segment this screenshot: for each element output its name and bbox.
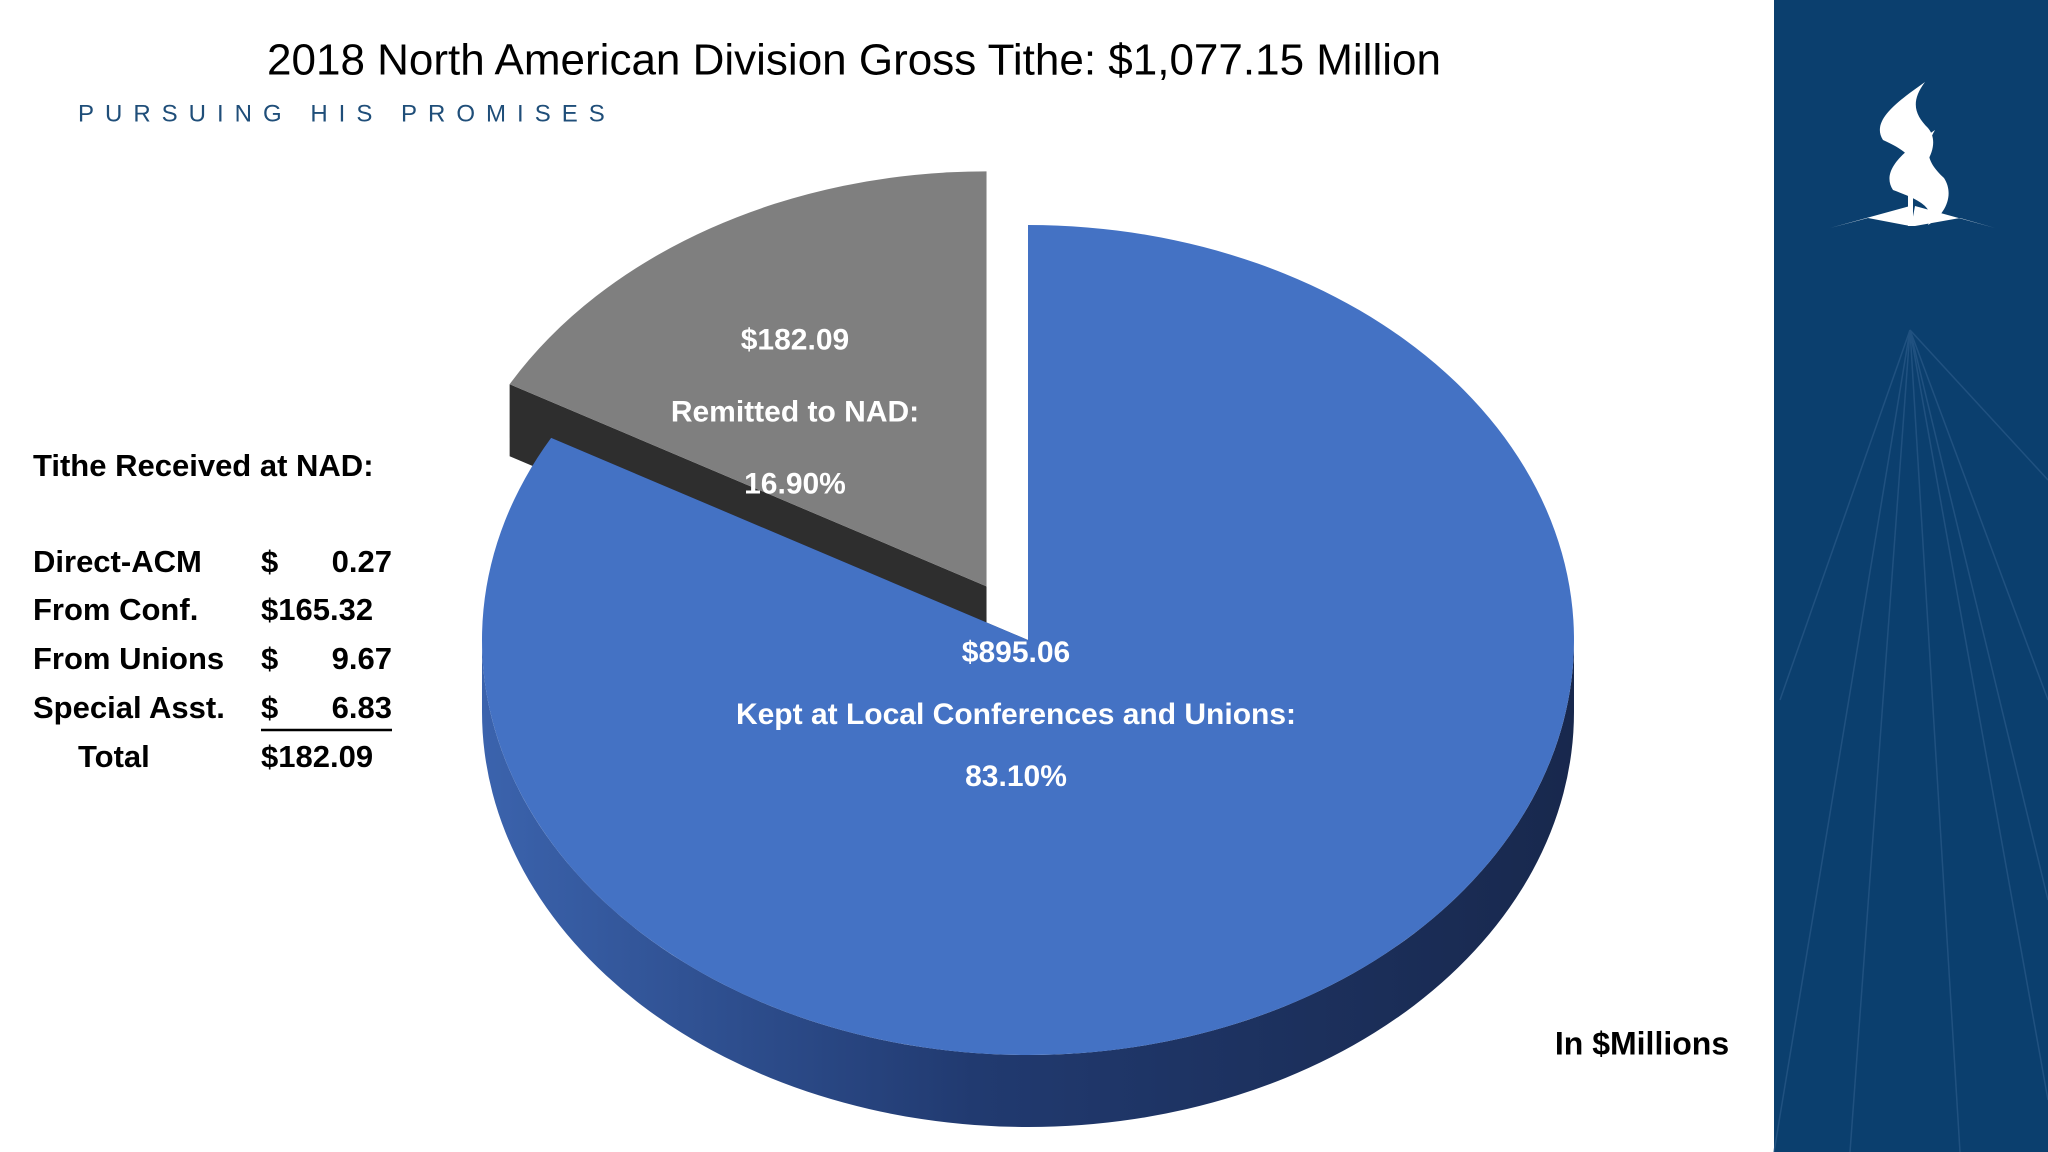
value-label: $182.09 bbox=[741, 323, 849, 356]
chart-title: 2018 North American Division Gross Tithe… bbox=[267, 36, 1441, 85]
row-amount: $182.09 bbox=[261, 739, 373, 774]
row-amount: $165.32 bbox=[261, 592, 373, 627]
slice bbox=[482, 225, 1574, 1055]
row-currency: $ bbox=[261, 544, 278, 579]
row-label: From Unions bbox=[33, 641, 224, 676]
slice-side bbox=[482, 640, 1574, 1127]
row-label: Total bbox=[78, 739, 150, 774]
chart-subtitle: PURSUING HIS PROMISES bbox=[78, 100, 616, 127]
slice bbox=[509, 171, 987, 587]
percent-label: 83.10% bbox=[965, 760, 1067, 793]
unit-note: In $Millions bbox=[1555, 1025, 1729, 1061]
brand-panel bbox=[1773, 0, 2048, 1152]
row-label: Special Asst. bbox=[33, 690, 225, 725]
side-table: Tithe Received at NAD: Direct-ACM $0.27 Fr… bbox=[33, 448, 392, 774]
row-label: From Conf. bbox=[33, 592, 198, 627]
percent-label: 16.90% bbox=[744, 467, 846, 500]
row-amount: 0.27 bbox=[332, 544, 392, 579]
row-currency: $ bbox=[261, 690, 278, 725]
row-label: Direct-ACM bbox=[33, 544, 202, 579]
category-label: Remitted to NAD: bbox=[671, 395, 919, 428]
table-title: Tithe Received at NAD: bbox=[33, 448, 374, 483]
pie: $895.06 Kept at Local Conferences and Uni… bbox=[482, 171, 1574, 1127]
row-currency: $ bbox=[261, 641, 278, 676]
row-amount: 6.83 bbox=[332, 690, 392, 725]
category-label: Kept at Local Conferences and Unions: bbox=[736, 698, 1296, 731]
value-label: $895.06 bbox=[962, 636, 1070, 669]
row-amount: 9.67 bbox=[332, 641, 392, 676]
logo bbox=[1830, 82, 1995, 228]
